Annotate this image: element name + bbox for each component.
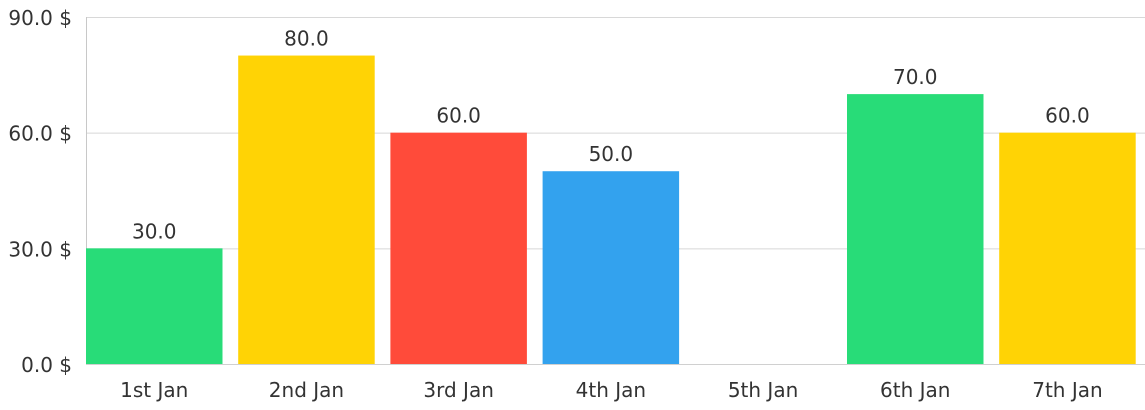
bar (999, 132, 1136, 364)
data-label: 80.0 (284, 27, 329, 51)
x-tick-label: 2nd Jan (269, 378, 344, 402)
x-tick-label: 6th Jan (880, 378, 950, 402)
x-tick-label: 1st Jan (120, 378, 188, 402)
bar (86, 248, 223, 364)
y-tick-label: 90.0 $ (8, 6, 72, 30)
data-label: 50.0 (589, 142, 634, 166)
y-tick-label: 30.0 $ (8, 237, 72, 261)
y-tick-label: 60.0 $ (8, 122, 72, 146)
bar (390, 132, 527, 364)
data-label: 30.0 (132, 219, 177, 243)
x-tick-label: 7th Jan (1032, 378, 1102, 402)
x-tick-label: 4th Jan (576, 378, 646, 402)
x-tick-label: 5th Jan (728, 378, 798, 402)
data-label: 60.0 (436, 104, 481, 128)
data-label: 70.0 (893, 65, 938, 89)
data-label: 60.0 (1045, 104, 1090, 128)
bar (847, 94, 984, 364)
bar (542, 171, 680, 364)
x-tick-label: 3rd Jan (423, 378, 493, 402)
y-tick-label: 0.0 $ (21, 353, 72, 377)
bar (238, 55, 375, 365)
